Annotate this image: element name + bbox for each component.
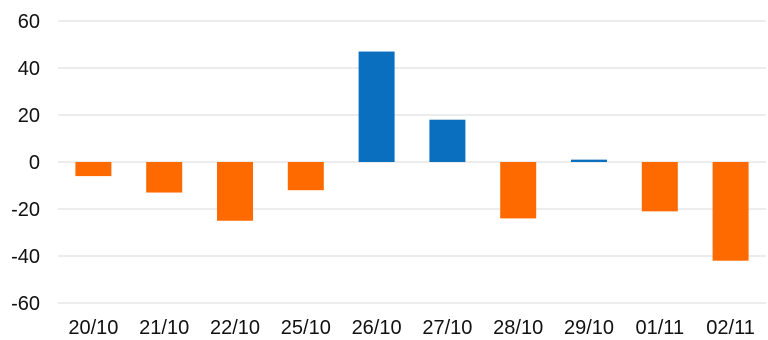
x-axis-tick-labels: 20/10 21/10 22/10 25/10 26/10 27/10 28/10 29/10… — [68, 317, 755, 339]
bar-29-10 — [571, 159, 607, 162]
x-tick-label: 21/10 — [139, 317, 189, 339]
y-tick-label: -20 — [11, 199, 40, 221]
x-tick-label: 20/10 — [68, 317, 118, 339]
bar-22-10 — [217, 162, 253, 221]
x-tick-label: 29/10 — [564, 317, 614, 339]
y-tick-label: -60 — [11, 293, 40, 315]
x-tick-label: 27/10 — [422, 317, 472, 339]
y-tick-label: 40 — [18, 58, 40, 80]
y-axis-tick-labels: 60 40 20 0 -20 -40 -60 — [11, 11, 40, 315]
x-tick-label: 02/11 — [706, 317, 755, 339]
y-tick-label: -40 — [11, 246, 40, 268]
x-tick-label: 28/10 — [493, 317, 543, 339]
bar-27-10 — [429, 119, 466, 162]
bar-28-10 — [500, 162, 537, 219]
bar-02-11 — [712, 162, 749, 261]
x-tick-label: 25/10 — [281, 317, 331, 339]
x-tick-label: 26/10 — [352, 317, 402, 339]
bar-25-10 — [287, 162, 324, 191]
y-tick-label: 0 — [29, 152, 40, 174]
y-tick-label: 20 — [18, 105, 40, 127]
bar-21-10 — [146, 162, 183, 193]
y-tick-label: 60 — [18, 11, 40, 33]
bar-20-10 — [75, 162, 112, 177]
x-tick-label: 22/10 — [210, 317, 260, 339]
x-tick-label: 01/11 — [636, 317, 685, 339]
bar-26-10 — [358, 51, 395, 162]
bars — [75, 51, 749, 261]
bar-01-11 — [641, 162, 678, 212]
